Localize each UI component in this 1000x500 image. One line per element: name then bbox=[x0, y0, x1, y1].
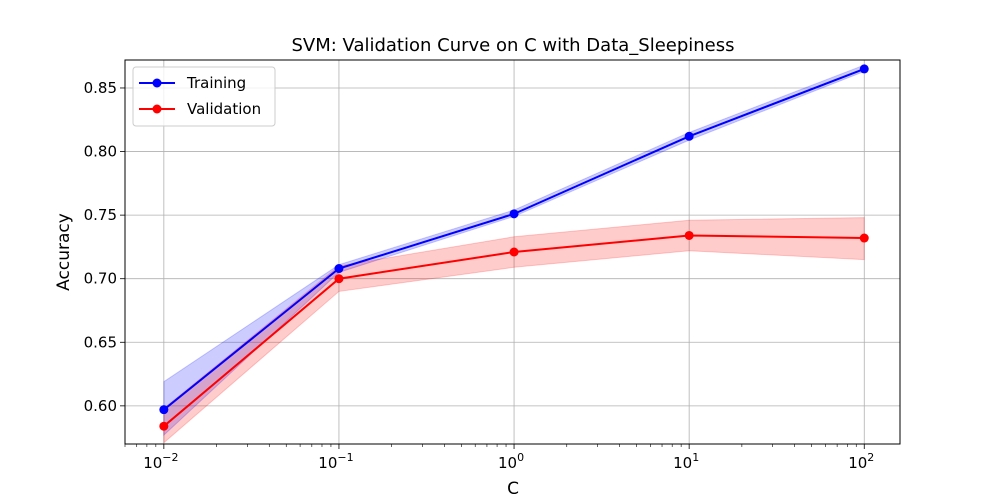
legend-marker bbox=[152, 104, 162, 114]
x-tick-exponent: 1 bbox=[692, 451, 699, 464]
data-point bbox=[859, 233, 869, 243]
legend-box bbox=[132, 66, 276, 127]
y-tick-label: 0.80 bbox=[84, 143, 117, 161]
legend-label: Validation bbox=[187, 100, 261, 118]
data-point bbox=[509, 209, 519, 219]
confidence-band bbox=[163, 217, 865, 444]
y-tick-label: 0.60 bbox=[84, 397, 117, 415]
y-tick-label: 0.65 bbox=[84, 333, 117, 351]
data-point bbox=[159, 405, 169, 415]
data-point bbox=[159, 421, 169, 431]
y-tick-label: 0.85 bbox=[84, 79, 117, 97]
x-axis-label: C bbox=[507, 479, 519, 499]
y-axis-ticks: 0.60 0.65 0.70 0.75 0.80 0.85 bbox=[84, 79, 125, 415]
legend-label: Training bbox=[186, 74, 246, 92]
chart-title: SVM: Validation Curve on C with Data_Sle… bbox=[291, 35, 734, 56]
data-point bbox=[684, 230, 694, 240]
data-point bbox=[859, 64, 869, 74]
y-tick-label: 0.70 bbox=[84, 270, 117, 288]
x-tick-exponent: −2 bbox=[162, 451, 178, 464]
y-tick-label: 0.75 bbox=[84, 206, 117, 224]
x-tick-exponent: −1 bbox=[337, 451, 353, 464]
legend: Training Validation bbox=[132, 66, 276, 127]
plot-frame bbox=[124, 59, 901, 445]
data-point bbox=[509, 247, 519, 257]
data-point bbox=[684, 131, 694, 141]
data-point bbox=[334, 274, 344, 284]
y-axis-label: Accuracy bbox=[54, 213, 74, 291]
data-point bbox=[334, 264, 344, 274]
x-tick-exponent: 0 bbox=[517, 451, 524, 464]
legend-marker bbox=[152, 78, 162, 88]
x-tick-exponent: 2 bbox=[867, 451, 874, 464]
series-points bbox=[159, 64, 869, 431]
